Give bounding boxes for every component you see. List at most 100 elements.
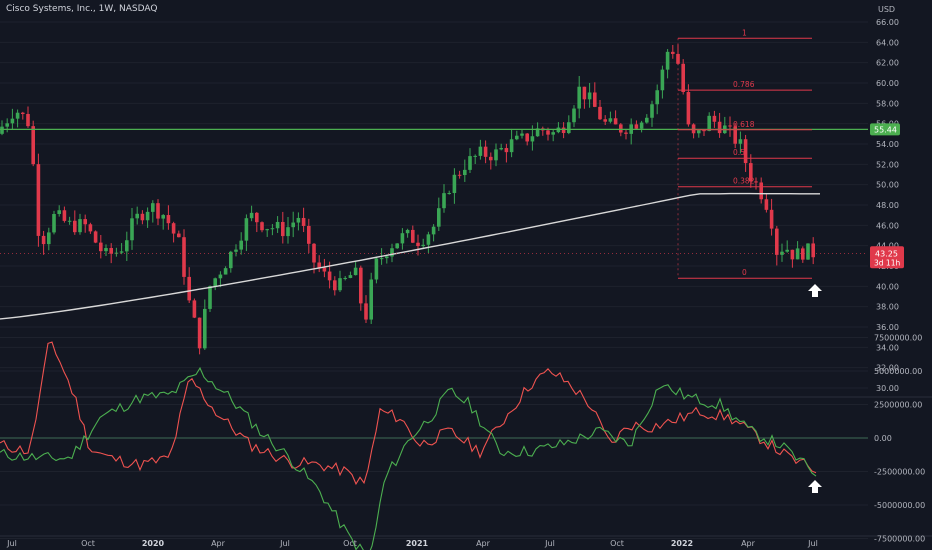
candle-body [509, 139, 514, 153]
candle-body [125, 240, 129, 252]
time-tick-label: Apr [211, 539, 226, 548]
candle-body [613, 118, 618, 125]
candle-body [353, 267, 358, 276]
osc-axis: 7500000.00 5000000.00 2500000.00 0.00 -25000… [874, 334, 925, 544]
candle-body [681, 63, 685, 93]
fib-level-label: 1 [742, 28, 747, 37]
candle-body [811, 243, 815, 258]
candle-body [52, 213, 56, 233]
time-tick-label: Jul [807, 539, 818, 548]
candle-body [535, 128, 540, 137]
candle-body [291, 222, 295, 228]
candle-body [442, 193, 446, 209]
candle-body [468, 156, 472, 170]
fib-level-label: 0.618 [733, 120, 755, 129]
time-tick-label: Jul [279, 539, 290, 548]
time-tick-label: 2022 [671, 539, 693, 548]
oscillator-red-line [0, 341, 817, 486]
candle-body [93, 231, 98, 243]
candle-body [634, 124, 639, 129]
candle-body [660, 69, 665, 91]
osc-tick-label: 2500000.00 [874, 401, 922, 410]
up-arrow-icon [808, 480, 822, 493]
time-tick-label: Oct [81, 539, 95, 548]
time-tick-label: 2021 [406, 539, 429, 548]
candle-body [780, 251, 784, 255]
candle-body [457, 174, 462, 176]
candle-body [197, 317, 202, 349]
candle-body [281, 221, 285, 237]
time-tick-label: Jul [6, 539, 17, 548]
candle-body [775, 228, 779, 255]
price-tick-label: 50.00 [876, 181, 899, 190]
price-tick-label: 60.00 [876, 79, 899, 88]
candle-body [218, 274, 223, 279]
osc-tick-label: 7500000.00 [874, 334, 922, 343]
candle-body [728, 125, 732, 127]
candle-body [806, 243, 810, 260]
candle-body [208, 286, 212, 309]
candle-body [10, 118, 15, 124]
candle-body [73, 220, 77, 233]
ma-200-line [0, 192, 820, 320]
price-tick-label: 40.00 [876, 282, 899, 291]
candle-body [343, 277, 347, 279]
candle-body [161, 215, 165, 219]
fib-level-label: 0.382 [733, 177, 755, 186]
candle-body [603, 119, 607, 122]
price-tick-label: 66.00 [876, 18, 899, 27]
fib-retracement: 1 0.786 0.618 0.5 0.382 0 [677, 28, 812, 279]
price-tick-label: 52.00 [876, 160, 899, 169]
candle-body [764, 199, 769, 210]
candle-body [593, 92, 597, 107]
candle-body [364, 303, 368, 320]
candle-body [166, 215, 171, 224]
candle-body [317, 262, 321, 268]
candle-body [244, 218, 249, 241]
candle-body [135, 213, 139, 219]
candle-body [156, 203, 160, 219]
candle-body [551, 132, 555, 135]
candle-body [379, 258, 384, 260]
candle-body [785, 249, 789, 252]
candle-body [47, 232, 51, 245]
candle-body [5, 123, 9, 127]
candle-body [260, 222, 264, 231]
time-tick-label: 2020 [142, 539, 165, 548]
candle-body [270, 228, 275, 230]
candle-body [494, 149, 498, 161]
price-tick-label: 62.00 [876, 59, 899, 68]
candle-body [140, 213, 145, 221]
candle-body [327, 271, 332, 281]
candle-body [759, 182, 763, 200]
candle-body [333, 280, 337, 291]
candle-body [577, 86, 581, 109]
candle-body [359, 267, 363, 304]
candle-body [801, 248, 805, 260]
time-tick-label: Apr [741, 539, 756, 548]
candle-body [21, 112, 25, 114]
candle-body [546, 130, 550, 135]
candle-body [0, 126, 4, 134]
candle-body [525, 133, 529, 142]
candle-body [239, 240, 243, 250]
candle-body [426, 234, 431, 245]
price-tick-label: 46.00 [876, 221, 899, 230]
symbol-title: Cisco Systems, Inc., 1W, NASDAQ [6, 4, 158, 14]
current-price-label: 43.25 [875, 249, 898, 258]
candle-body [369, 279, 373, 320]
candle-body [473, 155, 477, 157]
candle-body [145, 211, 150, 221]
candle-body [671, 51, 675, 54]
price-tick-label: 64.00 [876, 38, 899, 47]
candle-body [338, 278, 342, 291]
candle-body [26, 113, 30, 127]
candle-body [322, 267, 327, 272]
candle-body [83, 219, 87, 225]
price-tick-label: 54.00 [876, 140, 899, 149]
candle-body [655, 90, 659, 105]
candle-body [437, 208, 441, 227]
candle-body [561, 127, 566, 134]
candle-body [530, 136, 535, 142]
